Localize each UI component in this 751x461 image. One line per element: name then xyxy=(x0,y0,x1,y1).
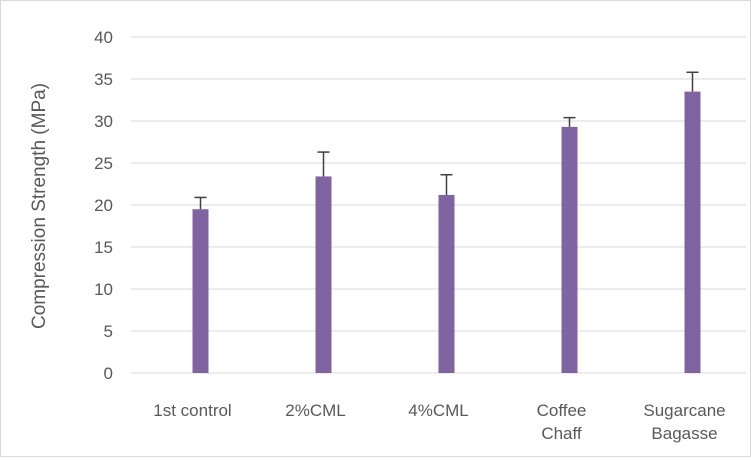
y-tick-label: 25 xyxy=(94,154,113,173)
y-tick-label: 20 xyxy=(94,196,113,215)
y-tick-label: 35 xyxy=(94,70,113,89)
x-tick-label: 1st control xyxy=(153,401,231,420)
bar-series-2-0 xyxy=(192,209,209,373)
y-tick-label: 10 xyxy=(94,280,113,299)
x-axis-ticks: 1st control 2%CML 4%CML Coffee Chaff Sugarcan… xyxy=(153,401,725,443)
x-tick-label: 2%CML xyxy=(285,401,345,420)
bar-series-2-1 xyxy=(315,176,332,373)
bar-series-2-4 xyxy=(684,91,701,373)
y-tick-label: 30 xyxy=(94,112,113,131)
x-tick-label: Coffee Chaff xyxy=(537,401,587,443)
bar-series-2-3 xyxy=(561,126,578,373)
y-tick-label: 15 xyxy=(94,238,113,257)
y-axis-ticks: 0 5 10 15 20 25 30 35 40 xyxy=(94,28,113,383)
x-tick-label: 4%CML xyxy=(408,401,468,420)
y-tick-label: 40 xyxy=(94,28,113,47)
y-tick-label: 5 xyxy=(104,322,113,341)
y-axis-label: Compression Strength (MPa) xyxy=(29,83,50,329)
x-tick-label: Sugarcane Bagasse xyxy=(643,401,725,443)
bar-series-2-2 xyxy=(438,194,455,373)
error-bars xyxy=(194,71,699,210)
bars xyxy=(192,91,701,373)
y-tick-label: 0 xyxy=(104,364,113,383)
